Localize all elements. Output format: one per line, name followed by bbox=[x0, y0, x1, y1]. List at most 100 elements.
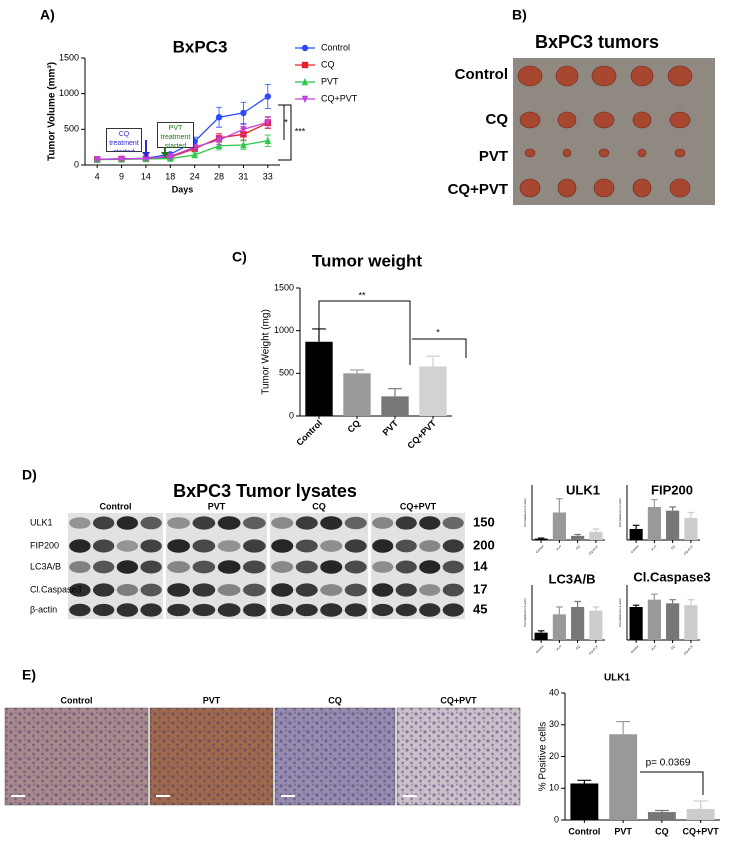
arrow-head bbox=[142, 152, 150, 158]
blot-band bbox=[419, 584, 441, 596]
y-tick-label: 10 bbox=[549, 783, 559, 793]
tumor bbox=[591, 65, 617, 87]
tumor bbox=[598, 148, 610, 158]
error-bar bbox=[651, 593, 658, 600]
blot-band bbox=[140, 516, 162, 530]
x-axis-label: Days bbox=[172, 184, 194, 194]
error-bar bbox=[426, 355, 440, 367]
x-tick-label: CQ bbox=[575, 644, 581, 650]
blot-band bbox=[344, 583, 367, 597]
blot-title: BxPC3 Tumor lysates bbox=[173, 481, 357, 501]
tumor bbox=[519, 178, 541, 198]
x-tick-label: PVT bbox=[651, 644, 658, 651]
blot-band bbox=[92, 583, 115, 597]
marker bbox=[93, 156, 101, 164]
blot-band bbox=[320, 603, 343, 617]
blot-band bbox=[295, 516, 318, 530]
blot-band bbox=[243, 603, 266, 617]
tumor bbox=[630, 65, 654, 87]
bar bbox=[534, 632, 548, 640]
bar bbox=[609, 734, 638, 820]
blot-band bbox=[140, 583, 162, 597]
tumor bbox=[557, 178, 577, 198]
mw-label: 45 bbox=[473, 601, 487, 616]
error-bar bbox=[537, 537, 545, 539]
x-tick-label: PVT bbox=[556, 644, 563, 651]
annotation: p= 0.0369 bbox=[646, 758, 691, 769]
photo-row-label: CQ+PVT bbox=[448, 181, 508, 198]
blot-band bbox=[192, 603, 216, 617]
protein-label: LC3A/B bbox=[30, 561, 61, 571]
bar bbox=[666, 603, 680, 640]
x-tick-label: 24 bbox=[190, 171, 200, 181]
tumor bbox=[517, 65, 543, 87]
blot-band bbox=[92, 603, 115, 617]
tumor bbox=[562, 148, 572, 158]
error-bar bbox=[574, 600, 581, 607]
bracket bbox=[278, 104, 285, 140]
blot-band bbox=[243, 539, 266, 553]
blot-band bbox=[372, 583, 394, 597]
photo-title: BxPC3 tumors bbox=[535, 32, 659, 52]
photo-row-label: PVT bbox=[479, 148, 508, 165]
blot-band bbox=[92, 516, 115, 530]
tumor bbox=[632, 111, 652, 129]
arrow-head bbox=[161, 152, 169, 158]
ihc-texture bbox=[397, 708, 520, 805]
y-axis-label: Tumor Weight (mg) bbox=[261, 309, 272, 395]
x-tick-label: Control bbox=[294, 418, 324, 448]
blot-band bbox=[140, 539, 162, 553]
blot-band bbox=[271, 517, 294, 529]
blot-band bbox=[395, 539, 417, 553]
error-bar bbox=[632, 524, 640, 529]
chart-title: ULK1 bbox=[604, 673, 631, 684]
blot-band bbox=[442, 603, 464, 617]
x-tick-label: 14 bbox=[141, 171, 151, 181]
blot-band bbox=[419, 560, 441, 574]
tumor bbox=[593, 178, 615, 198]
x-tick-label: Control bbox=[630, 544, 640, 554]
bar bbox=[571, 535, 585, 540]
bar bbox=[684, 518, 698, 540]
panel-label: B) bbox=[512, 7, 527, 23]
blot-band bbox=[69, 583, 91, 597]
blot-band bbox=[92, 539, 115, 553]
marker bbox=[264, 93, 272, 100]
error-bar bbox=[632, 604, 640, 607]
blot-band bbox=[167, 603, 190, 617]
bar bbox=[570, 783, 599, 820]
error-bar bbox=[350, 369, 364, 374]
blot-band bbox=[167, 517, 190, 529]
blot-band bbox=[243, 583, 266, 597]
blot-band bbox=[69, 539, 91, 553]
y-tick-label: 30 bbox=[549, 719, 559, 729]
annotation: ** bbox=[358, 290, 366, 300]
blot-band bbox=[344, 516, 367, 530]
annotation: * bbox=[436, 327, 440, 337]
blot-group-label: CQ bbox=[312, 501, 326, 511]
blot-band bbox=[320, 516, 343, 530]
blot-group-label: PVT bbox=[208, 501, 226, 511]
y-tick-label: 500 bbox=[64, 124, 79, 134]
chart-title: Cl.Caspase3 bbox=[633, 569, 710, 584]
panel-label: C) bbox=[232, 249, 247, 265]
ihc-group-label: PVT bbox=[203, 695, 221, 705]
x-tick-label: PVT bbox=[381, 418, 401, 438]
bracket bbox=[412, 338, 467, 358]
blot-band bbox=[192, 583, 216, 597]
blot-band bbox=[295, 583, 318, 597]
bar bbox=[647, 507, 661, 540]
x-tick-label: CQ bbox=[345, 418, 362, 435]
legend-marker bbox=[301, 44, 309, 52]
x-tick-label: Control bbox=[568, 826, 600, 836]
annotation: * bbox=[284, 117, 288, 127]
y-tick-label: 1500 bbox=[59, 52, 79, 62]
error-bar bbox=[669, 506, 676, 511]
ihc-texture bbox=[275, 708, 395, 805]
x-tick-label: CQ+PVT bbox=[682, 826, 719, 836]
photo-row-label: CQ bbox=[486, 111, 509, 128]
marker bbox=[191, 150, 198, 159]
panel-label: A) bbox=[40, 7, 55, 23]
